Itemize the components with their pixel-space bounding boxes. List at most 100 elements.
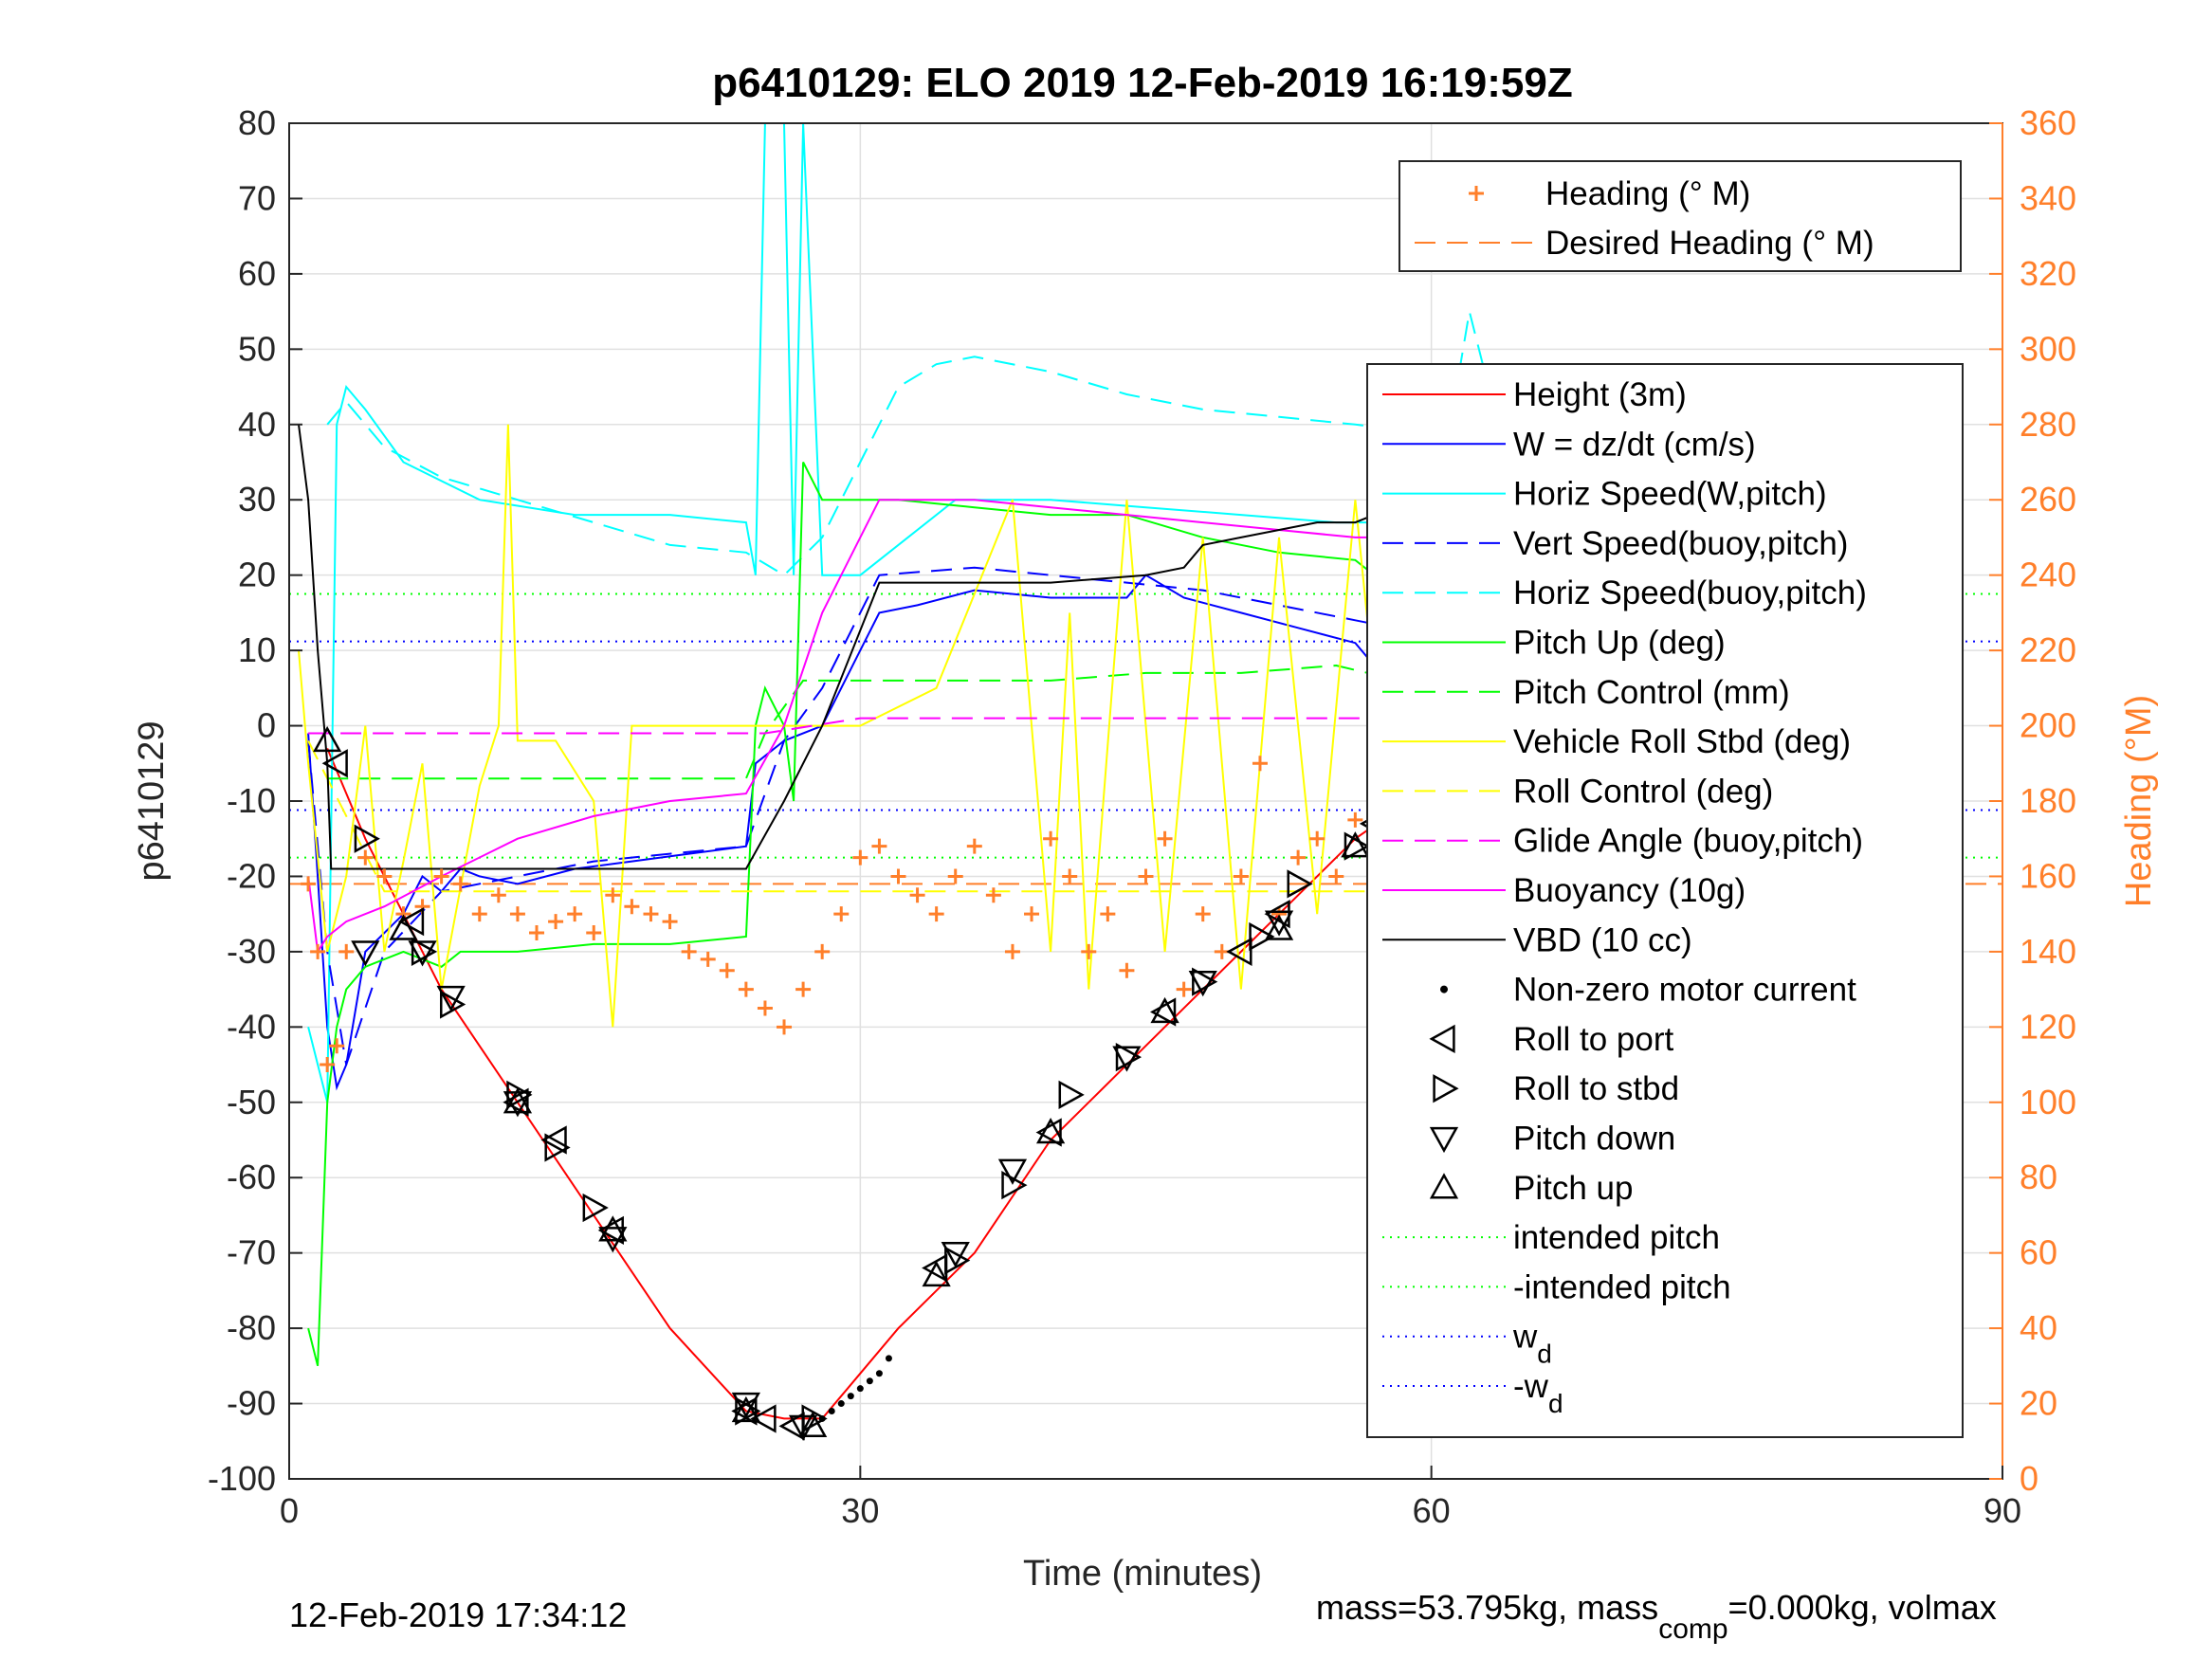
roll-to-stbd-marker: [582, 1193, 609, 1223]
heading-point: [871, 838, 887, 854]
pitch-up-marker: [1150, 996, 1179, 1024]
roll-to-stbd-marker: [801, 1404, 828, 1433]
heading-point: [852, 849, 868, 866]
heading-point: [1252, 756, 1268, 772]
pitch-down-marker: [731, 1392, 760, 1419]
motor-current-dot: [856, 1385, 864, 1393]
pitch-down-marker: [436, 985, 466, 1012]
heading-point: [433, 868, 449, 884]
heading-point: [320, 1057, 336, 1073]
pitch-down-marker: [351, 940, 380, 967]
roll-to-port-marker: [503, 1087, 529, 1117]
y2-tick-label: 100: [2020, 1083, 2076, 1121]
motor-current-dot: [875, 1370, 883, 1377]
y-tick-label: -100: [208, 1459, 276, 1498]
y2-tick-label: 60: [2020, 1233, 2057, 1272]
y-tick-label: 70: [238, 178, 276, 217]
series-vehicle-roll-stbd-deg-: [298, 424, 1490, 1028]
legend-main-label: Pitch down: [1513, 1121, 1675, 1158]
heading-point: [1062, 868, 1078, 884]
y2-tick-label: 260: [2020, 480, 2076, 519]
legend-main-label: Pitch Up (deg): [1513, 625, 1726, 662]
roll-to-port-marker: [731, 1396, 758, 1426]
legend-main-label: Roll to port: [1513, 1021, 1674, 1058]
heading-point: [586, 925, 602, 941]
heading-point: [376, 868, 393, 884]
heading-point: [719, 962, 735, 978]
footer-timestamp: 12-Feb-2019 17:34:12: [289, 1595, 627, 1634]
pitch-down-marker: [1112, 1046, 1142, 1072]
y-tick-label: -40: [227, 1007, 276, 1046]
pitch-up-marker: [731, 1395, 760, 1423]
roll-to-port-marker: [321, 749, 348, 778]
legend-symbol: [1429, 1173, 1459, 1199]
y2-tick-label: 200: [2020, 706, 2076, 745]
roll-to-port-marker: [1150, 997, 1177, 1027]
legend-main-label: -intended pitch: [1513, 1268, 1731, 1305]
heading-point: [1043, 830, 1059, 847]
roll-to-port-marker: [750, 1404, 777, 1433]
heading-point: [490, 887, 506, 903]
x-tick-label: 30: [841, 1491, 879, 1530]
y-tick-label: -80: [227, 1308, 276, 1347]
roll-to-port-marker: [1226, 937, 1252, 967]
heading-point: [310, 943, 326, 959]
heading-point: [1081, 943, 1097, 959]
y2-tick-label: 280: [2020, 405, 2076, 444]
y-tick-label: -70: [227, 1233, 276, 1272]
legend-main-label: W = dz/dt (cm/s): [1513, 426, 1756, 463]
legend-symbol: [1429, 1126, 1459, 1154]
legend-main-label: VBD (10 cc): [1513, 921, 1692, 958]
heading-point: [1309, 830, 1325, 847]
heading-point: [757, 1000, 773, 1016]
heading-point: [605, 887, 621, 903]
heading-point: [548, 914, 564, 930]
heading-point: [795, 981, 812, 997]
heading-point: [833, 906, 850, 922]
pitch-up-marker: [1264, 914, 1294, 940]
y-axis-label: p6410129: [132, 720, 172, 881]
y-tick-label: 60: [238, 254, 276, 293]
heading-point: [1004, 943, 1020, 959]
y2-tick-label: 0: [2020, 1459, 2038, 1498]
heading-point: [301, 876, 317, 892]
heading-point: [452, 876, 468, 892]
y2-tick-label: 40: [2020, 1308, 2057, 1347]
roll-to-stbd-marker: [354, 824, 380, 853]
heading-point: [1138, 868, 1154, 884]
heading-point: [1119, 962, 1135, 978]
motor-current-dot: [866, 1377, 873, 1385]
heading-point: [624, 899, 640, 915]
y2-tick-label: 160: [2020, 856, 2076, 895]
heading-point: [700, 951, 716, 967]
y2-tick-label: 300: [2020, 329, 2076, 368]
motor-current-dot: [818, 1414, 826, 1422]
y-tick-label: -20: [227, 856, 276, 895]
pitch-up-marker: [922, 1260, 951, 1287]
pitch-down-marker: [1264, 910, 1294, 937]
motor-current-dot: [885, 1355, 892, 1362]
pitch-down-marker: [788, 1414, 818, 1441]
footer-mass: mass=53.795kg, masscomp=0.000kg, volmax: [1316, 1588, 1997, 1645]
y-tick-label: 10: [238, 630, 276, 669]
y2-tick-label: 320: [2020, 254, 2076, 293]
heading-point: [928, 906, 944, 922]
y2-tick-label: 340: [2020, 178, 2076, 217]
y2-tick-label: 180: [2020, 781, 2076, 820]
roll-to-stbd-marker: [1058, 1080, 1085, 1109]
legend-symbol: [1433, 1074, 1459, 1103]
x-tick-label: 0: [280, 1491, 299, 1530]
legend-main-label: Pitch Control (mm): [1513, 674, 1790, 711]
roll-to-stbd-marker: [411, 937, 438, 967]
y-tick-label: -50: [227, 1083, 276, 1121]
legend-symbol: [1469, 186, 1484, 201]
heading-point: [738, 981, 754, 997]
roll-to-stbd-marker: [1344, 831, 1370, 861]
legend-main-label: wd: [1512, 1319, 1552, 1369]
legend-symbol: [1429, 1024, 1455, 1054]
pitch-up-marker: [1035, 1117, 1066, 1144]
heading-point: [1328, 868, 1344, 884]
heading-point: [357, 849, 374, 866]
pitch-up-marker: [389, 914, 418, 940]
heading-point: [329, 1038, 345, 1054]
